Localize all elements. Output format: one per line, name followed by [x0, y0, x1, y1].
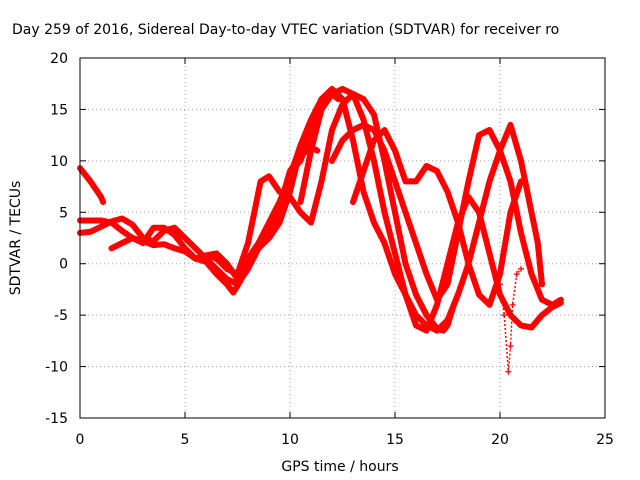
x-tick-label: 25	[596, 432, 614, 448]
series-track-8	[329, 121, 564, 308]
y-tick-label: 0	[59, 257, 68, 273]
y-tick-label: 5	[59, 205, 68, 221]
y-tick-label: 15	[50, 102, 68, 118]
x-tick-label: 20	[491, 432, 509, 448]
plus-marker	[513, 271, 520, 277]
series-track-1	[77, 165, 107, 205]
plus-marker	[518, 265, 524, 272]
x-tick-label: 15	[386, 432, 404, 448]
chart-title: Day 259 of 2016, Sidereal Day-to-day VTE…	[12, 22, 559, 38]
series-track-7	[297, 85, 564, 334]
x-tick-label: 0	[76, 432, 85, 448]
plus-marker	[509, 301, 516, 308]
y-tick-label: -5	[54, 308, 68, 324]
y-tick-label: 20	[50, 51, 68, 67]
series-track-4	[108, 91, 342, 283]
plus-marker	[501, 312, 508, 319]
y-tick-label: 10	[50, 154, 68, 170]
y-axis-label: SDTVAR / TECUs	[8, 181, 24, 296]
plot-frame	[79, 57, 606, 419]
plus-marker	[505, 368, 512, 375]
data-series	[77, 85, 564, 375]
x-axis-label: GPS time / hours	[281, 459, 398, 475]
plus-marker	[507, 343, 514, 349]
x-tick-label: 10	[281, 432, 299, 448]
x-tick-label: 5	[181, 432, 190, 448]
series-track-9	[350, 127, 524, 308]
y-tick-label: -15	[45, 411, 68, 427]
plus-marker	[497, 281, 503, 288]
series-track-6	[276, 85, 545, 334]
y-tick-label: -10	[45, 360, 68, 376]
axis-ticks: 0 5 10 15 20 25 -15 -10 -5 0 5 10 15 20	[45, 51, 614, 448]
